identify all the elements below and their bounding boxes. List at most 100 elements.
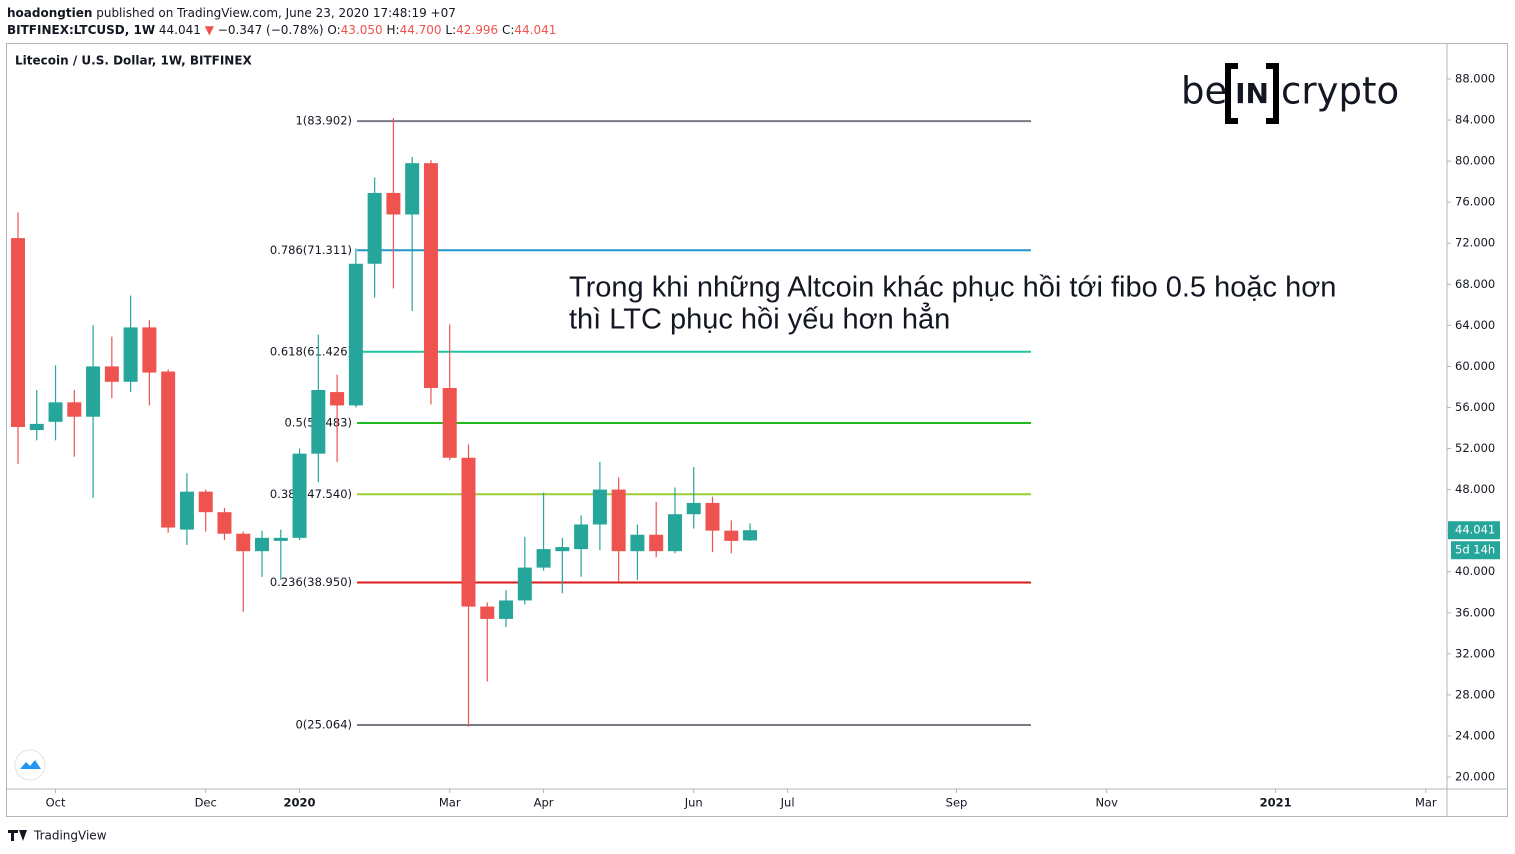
fib-label: 0.382(47.540) — [270, 487, 352, 501]
candle-body — [198, 491, 213, 513]
tv-icon — [20, 760, 41, 769]
x-tick-label: Oct — [46, 796, 66, 810]
candle-body — [517, 567, 532, 601]
candle-body — [179, 491, 194, 530]
x-tick-label: 2020 — [284, 796, 316, 810]
y-tick-label: 84.000 — [1455, 113, 1495, 127]
change: −0.347 (−0.78%) — [218, 23, 324, 37]
y-tick-label: 80.000 — [1455, 154, 1495, 168]
ohlc-key: H: — [387, 23, 400, 37]
x-tick-label: Jun — [684, 796, 703, 810]
ohlc-key: O: — [327, 23, 340, 37]
fib-label: 0.618(61.426) — [270, 344, 352, 358]
y-tick-label: 72.000 — [1455, 236, 1495, 250]
x-tick-label: 2021 — [1260, 796, 1292, 810]
y-tick-label: 36.000 — [1455, 605, 1495, 619]
y-tick-label: 60.000 — [1455, 359, 1495, 373]
candle-body — [630, 534, 645, 552]
candle-body — [667, 514, 682, 552]
candle-body — [611, 489, 626, 552]
y-tick-label: 56.000 — [1455, 400, 1495, 414]
x-tick-label: Mar — [1415, 796, 1437, 810]
candle-body — [10, 238, 25, 427]
candle-body — [348, 263, 363, 406]
x-tick-label: Jul — [780, 796, 795, 810]
candle-body — [292, 453, 307, 538]
chart-title: Litecoin / U.S. Dollar, 1W, BITFINEX — [15, 54, 253, 68]
candle-body — [217, 512, 232, 534]
y-tick-label: 28.000 — [1455, 687, 1495, 701]
ohlc-value: 43.050 — [341, 23, 383, 37]
candle-body — [480, 606, 495, 619]
candle-body — [724, 530, 739, 541]
logo-mid: IN — [1235, 77, 1269, 110]
candle-body — [405, 163, 420, 215]
countdown: 5d 14h — [1455, 543, 1495, 557]
fib-label: 0.236(38.950) — [270, 575, 352, 589]
candle-body — [86, 366, 101, 417]
symbol-line: BITFINEX:LTCUSD, 1W 44.041 ▼ −0.347 (−0.… — [7, 23, 556, 37]
last: 44.041 — [159, 23, 201, 37]
fib-label: 1(83.902) — [295, 114, 352, 128]
footer-icon — [8, 830, 27, 841]
y-tick-label: 64.000 — [1455, 318, 1495, 332]
y-tick-label: 24.000 — [1455, 728, 1495, 742]
x-tick-label: Dec — [195, 796, 217, 810]
y-tick-label: 68.000 — [1455, 277, 1495, 291]
candle-body — [705, 502, 720, 531]
candle-body — [311, 390, 326, 454]
candle-body — [592, 489, 607, 525]
footer: TradingView — [33, 829, 107, 843]
publish-line: hoadongtien published on TradingView.com… — [7, 6, 456, 20]
fib-label: 0.786(71.311) — [270, 243, 352, 257]
y-tick-label: 40.000 — [1455, 564, 1495, 578]
candle-body — [236, 533, 251, 552]
y-tick-label: 76.000 — [1455, 195, 1495, 209]
x-tick-label: Sep — [946, 796, 968, 810]
ohlc-key: L: — [445, 23, 456, 37]
candle-body — [104, 366, 119, 382]
candle-body — [367, 192, 382, 264]
candle-body — [142, 327, 157, 373]
ohlc-value: 44.041 — [514, 23, 556, 37]
candle-body — [499, 600, 514, 619]
candle-body — [649, 534, 664, 552]
candle-body — [386, 192, 401, 215]
annotation: thì LTC phục hồi yếu hơn hẳn — [569, 302, 950, 336]
x-tick-label: Nov — [1095, 796, 1118, 810]
countdown-box — [1451, 541, 1500, 560]
candle-body — [423, 163, 438, 388]
y-tick-label: 32.000 — [1455, 646, 1495, 660]
candle-body — [536, 549, 551, 568]
annotation: Trong khi những Altcoin khác phục hồi tớ… — [569, 272, 1336, 304]
candle-body — [67, 402, 82, 417]
symbol: BITFINEX:LTCUSD, 1W — [7, 23, 155, 37]
last-price-box — [1448, 521, 1500, 540]
candle-body — [29, 423, 44, 431]
x-tick-label: Mar — [439, 796, 461, 810]
candle-body — [574, 524, 589, 550]
tv-button[interactable] — [14, 749, 46, 781]
logo: be IN crypto — [1181, 63, 1399, 124]
ohlc-key: C: — [502, 23, 514, 37]
y-tick-label: 48.000 — [1455, 482, 1495, 496]
logo-right: crypto — [1281, 70, 1399, 113]
y-tick-label: 20.000 — [1455, 769, 1495, 783]
chart-frame — [6, 43, 1508, 817]
arrow: ▼ — [205, 23, 215, 37]
x-tick-label: Apr — [534, 796, 554, 810]
logo-left: be — [1181, 70, 1227, 113]
y-tick-label: 88.000 — [1455, 72, 1495, 86]
candle-body — [273, 537, 288, 541]
candle-body — [330, 392, 345, 406]
candle-body — [48, 402, 63, 422]
ohlc-value: 44.700 — [400, 23, 442, 37]
y-tick-label: 52.000 — [1455, 441, 1495, 455]
candle-body — [161, 371, 176, 528]
candle-body — [461, 457, 476, 607]
logo-brackets — [1225, 63, 1279, 124]
fib-label: 0(25.064) — [295, 718, 352, 732]
last-price-label: 44.041 — [1455, 523, 1495, 537]
candle-body — [686, 502, 701, 515]
